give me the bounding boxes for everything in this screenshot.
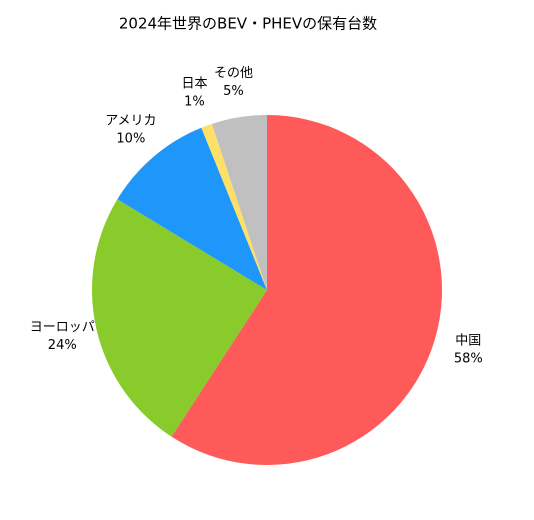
slice-value-label: 10%: [116, 132, 145, 147]
pie-slice: [211, 115, 267, 290]
slice-label: アメリカ: [105, 114, 156, 129]
slice-label: その他: [214, 66, 253, 81]
pie-slice: [171, 115, 443, 466]
pie-slice: [91, 199, 267, 437]
pie-slice: [117, 127, 268, 290]
slice-value-label: 5%: [223, 84, 244, 99]
slice-value-label: 1%: [184, 94, 205, 109]
pie-slice: [201, 123, 267, 290]
slice-label: 日本: [181, 76, 207, 91]
slice-value-label: 58%: [454, 351, 483, 366]
slice-value-label: 24%: [48, 338, 77, 353]
chart-title: 2024年世界のBEV・PHEVの保有台数: [119, 15, 377, 33]
slice-label: ヨーロッパ: [30, 320, 95, 335]
slice-label: 中国: [455, 333, 481, 348]
